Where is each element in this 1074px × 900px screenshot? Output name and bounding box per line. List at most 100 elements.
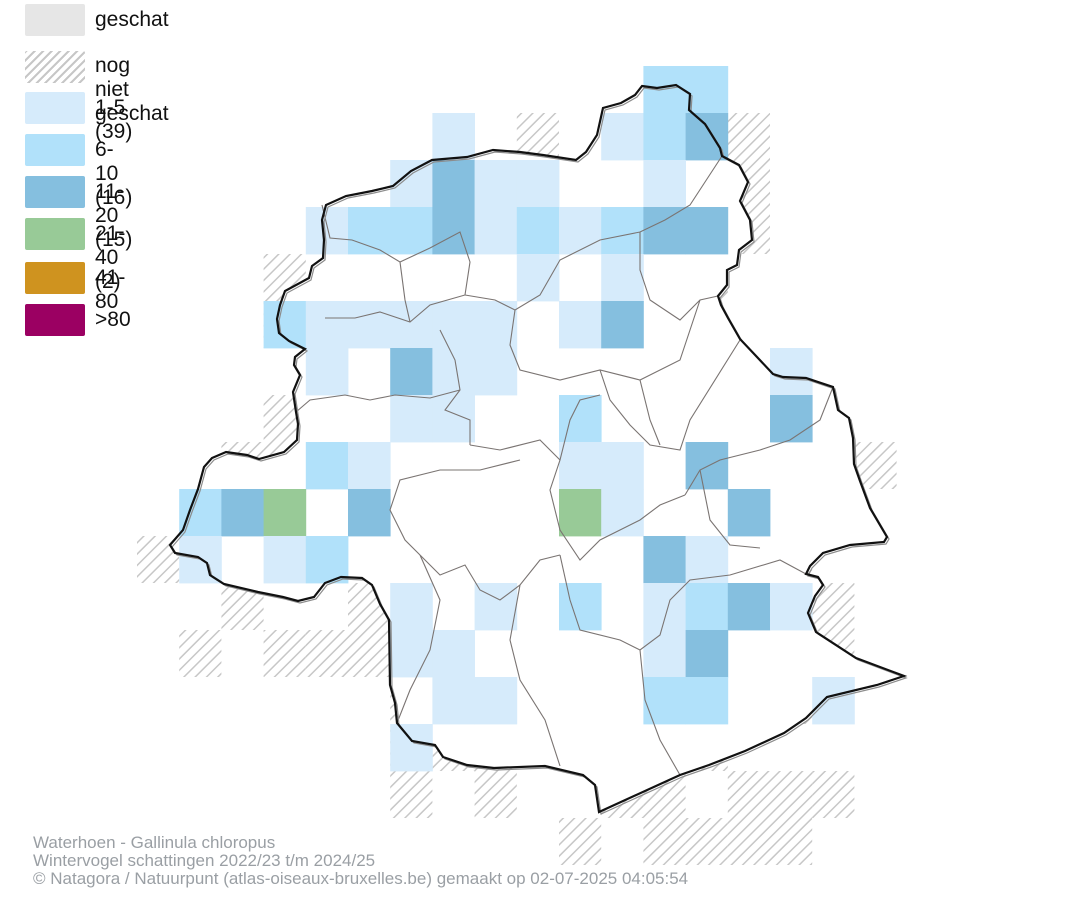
municipal-boundary-line [399, 261, 411, 323]
abundance-cell [770, 348, 813, 396]
municipal-boundary-line [389, 459, 521, 556]
abundance-cell [348, 489, 391, 537]
municipal-boundaries [295, 155, 834, 776]
abundance-cell [601, 301, 644, 349]
abundance-cell [685, 583, 729, 631]
abundance-cell [559, 583, 602, 631]
abundance-cell [432, 207, 475, 255]
abundance-cell [516, 160, 560, 208]
abundance-cell [474, 207, 518, 255]
abundance-cell [263, 489, 307, 537]
abundance-cell [643, 677, 686, 725]
legend-swatch [25, 218, 85, 250]
abundance-cell [685, 66, 729, 114]
municipal-boundary-line [639, 379, 661, 446]
abundance-grid [179, 66, 855, 772]
abundance-cell [474, 160, 518, 208]
municipal-boundary-line [509, 584, 561, 767]
legend-swatch [25, 134, 85, 166]
not-estimated-cell [727, 771, 770, 818]
municipal-boundary-line [469, 439, 686, 561]
abundance-cell [432, 160, 475, 208]
abundance-cell [559, 207, 602, 255]
not-estimated-cell [770, 818, 813, 865]
abundance-cell [348, 442, 391, 490]
not-estimated-cell [727, 818, 770, 865]
abundance-cell [643, 630, 686, 678]
municipal-boundary-line [439, 329, 471, 445]
abundance-cell [348, 207, 391, 255]
abundance-cell [348, 301, 391, 349]
municipal-boundary-line [464, 155, 723, 311]
legend-label: nog niet geschat [95, 54, 169, 125]
survey-subtitle: Wintervogel schattingen 2022/23 t/m 2024… [33, 851, 376, 870]
abundance-cell [727, 489, 771, 537]
abundance-cell [305, 301, 349, 349]
not-estimated-cell [390, 771, 433, 818]
municipal-boundary-line [321, 204, 471, 323]
abundance-cell [474, 677, 518, 725]
not-estimated-cell [305, 630, 348, 677]
abundance-cell [643, 113, 686, 161]
abundance-cell [601, 254, 644, 302]
municipal-boundary-line [699, 469, 761, 549]
abundance-cell [516, 207, 560, 255]
abundance-cell [432, 395, 475, 443]
municipal-boundary-line [295, 389, 461, 413]
not-estimated-cell [812, 771, 855, 818]
legend-label: 21-40 (2) [95, 222, 126, 293]
abundance-cell [559, 301, 602, 349]
abundance-cell [685, 677, 729, 725]
region-boundary [168, 83, 908, 814]
abundance-cell [305, 348, 349, 396]
abundance-cell [390, 630, 433, 678]
not-estimated-cell [263, 630, 306, 677]
legend-swatch [25, 176, 85, 208]
legend-swatch [25, 92, 85, 124]
abundance-cell [390, 207, 433, 255]
abundance-cell [432, 677, 475, 725]
abundance-cell [685, 207, 729, 255]
not-estimated-cell [643, 818, 686, 865]
municipal-boundary-line [419, 554, 561, 601]
abundance-cell [432, 113, 475, 161]
municipal-boundary-line [639, 649, 681, 776]
abundance-cell [221, 489, 264, 537]
abundance-cell [305, 207, 349, 255]
legend-label: 1-5 (39) [95, 96, 133, 143]
abundance-cell [263, 301, 307, 349]
legend-label: 6-10 (16) [95, 138, 133, 209]
municipal-boundary-line [639, 232, 719, 321]
abundance-cell [727, 583, 771, 631]
abundance-cell [643, 207, 686, 255]
legend-swatch [25, 304, 85, 336]
abundance-cell [263, 536, 307, 584]
legend-swatch [25, 262, 85, 294]
abundance-cell [305, 442, 349, 490]
abundance-cell [559, 442, 602, 490]
legend-label: geschat [95, 8, 169, 31]
abundance-cell [559, 489, 602, 537]
abundance-cell [643, 536, 686, 584]
abundance-cell [432, 630, 475, 678]
municipal-boundary-line [396, 554, 441, 724]
municipal-boundary-line [559, 394, 601, 461]
abundance-cell [432, 348, 475, 396]
abundance-cell [390, 395, 433, 443]
not-estimated-cell [727, 113, 770, 160]
abundance-cell [601, 442, 644, 490]
abundance-cell [601, 113, 644, 161]
abundance-cell [770, 583, 813, 631]
abundance-cell [770, 395, 813, 443]
not-estimated-cell [348, 630, 391, 677]
abundance-cell [474, 348, 518, 396]
abundance-cell [559, 395, 602, 443]
species-title: Waterhoen - Gallinula chloropus [33, 833, 276, 852]
abundance-cell [601, 207, 644, 255]
not-estimated-cell [685, 818, 728, 865]
abundance-cell [390, 583, 433, 631]
abundance-cell [685, 536, 729, 584]
map-credits: Waterhoen - Gallinula chloropus Wintervo… [33, 834, 688, 888]
not-estimated-cell [559, 818, 602, 865]
legend-label: 11-20 (15) [95, 180, 133, 251]
